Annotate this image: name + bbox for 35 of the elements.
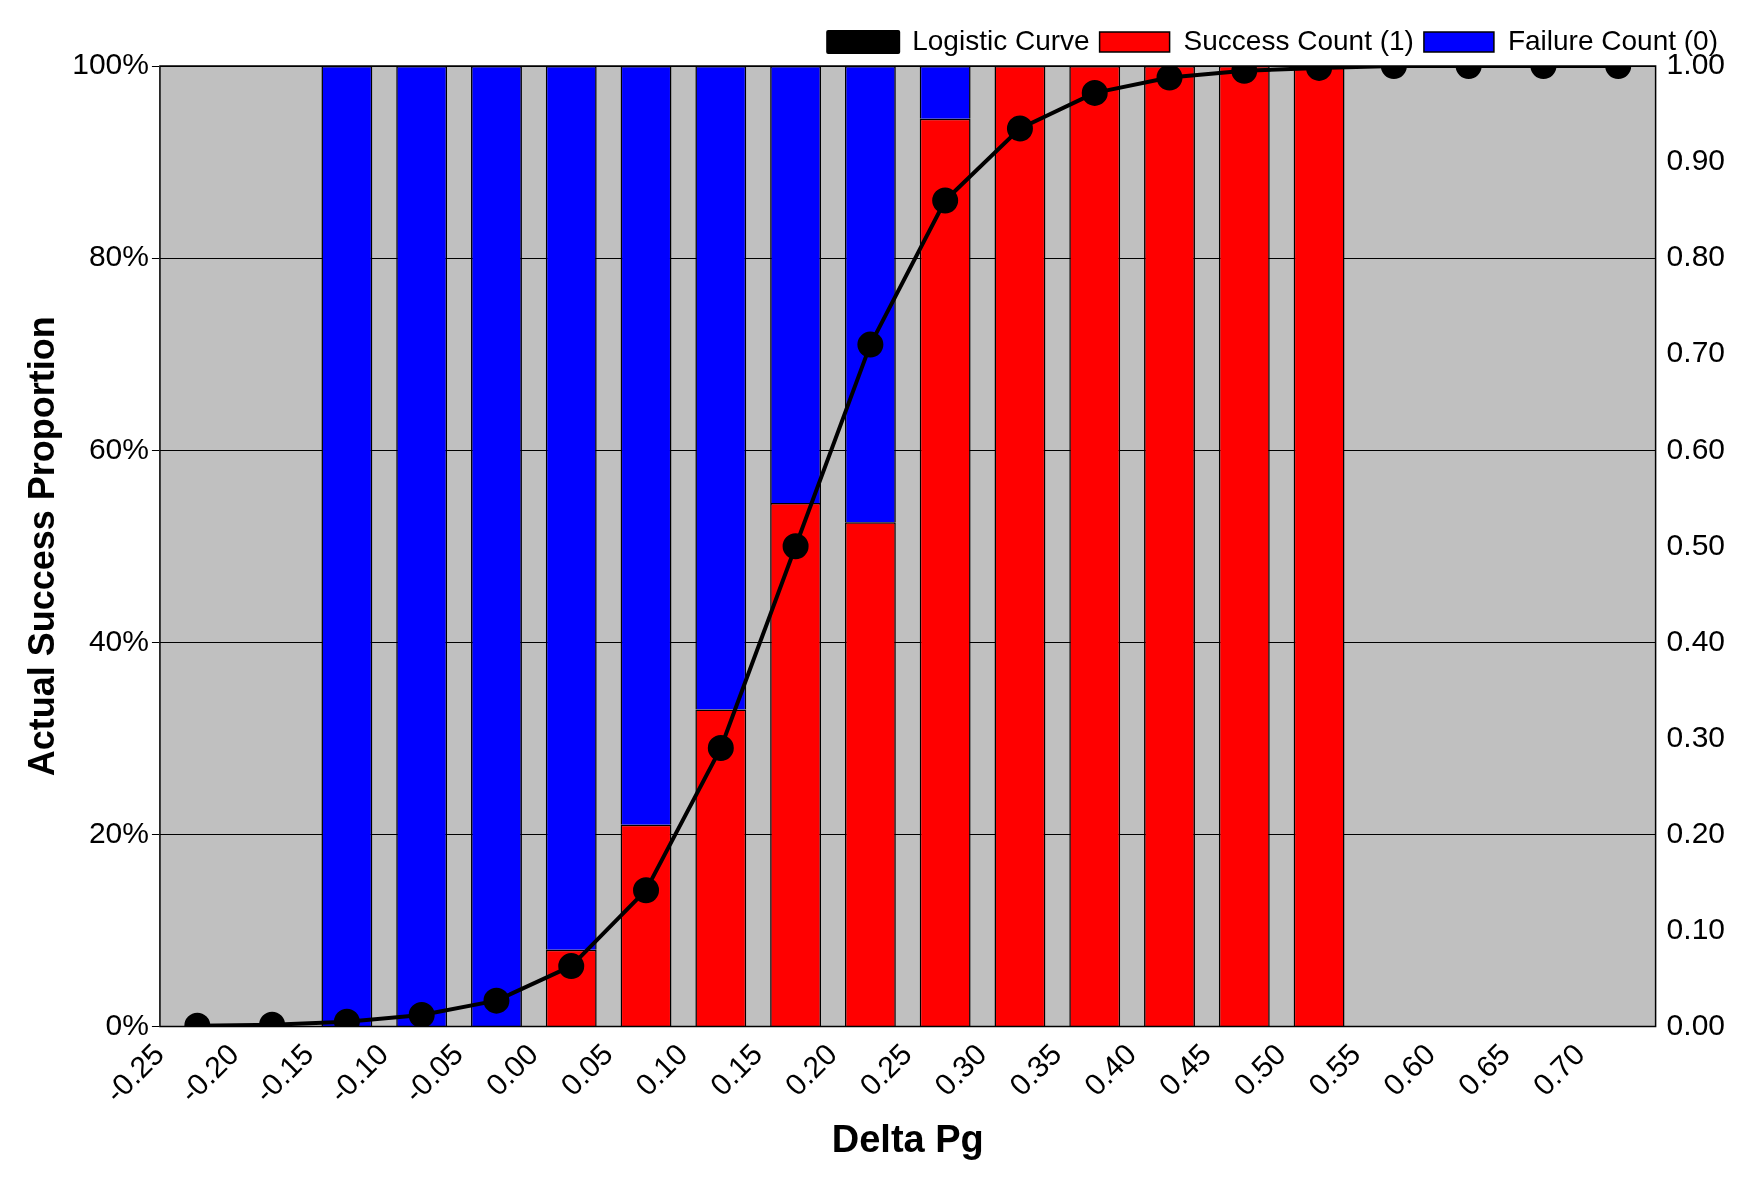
x-tick-label: 0.20 (778, 1037, 844, 1102)
x-tick-label: 0.45 (1152, 1037, 1217, 1102)
y2-tick-label: 0.30 (1666, 719, 1725, 753)
x-tick-label: 0.00 (479, 1037, 544, 1102)
y2-tick-label: 0.80 (1666, 239, 1725, 273)
y2-tick-label: 0.20 (1666, 815, 1725, 849)
x-tick-label: 0.25 (853, 1037, 918, 1102)
y2-tick-label: 0.00 (1666, 1007, 1725, 1041)
x-axis-title: Delta Pg (831, 1117, 984, 1160)
y2-tick-label: 0.70 (1666, 335, 1725, 369)
x-tick-label: 0.50 (1227, 1037, 1292, 1102)
x-tick-label: 0.65 (1451, 1037, 1517, 1102)
legend-label: Success Count (1) (1183, 24, 1414, 56)
y-tick-label: 100% (72, 47, 149, 81)
y-tick-label: 0% (105, 1007, 149, 1041)
legend-label: Logistic Curve (912, 24, 1090, 56)
x-tick-label: 0.70 (1526, 1037, 1591, 1102)
x-tick-label: 0.40 (1077, 1037, 1143, 1102)
y-tick-label: 20% (88, 815, 149, 849)
y-tick-label: 80% (88, 239, 149, 273)
x-tick-label: 0.55 (1301, 1037, 1367, 1102)
y2-tick-label: 0.60 (1666, 431, 1725, 465)
x-tick-label: 0.15 (703, 1037, 769, 1102)
y2-tick-label: 0.50 (1666, 527, 1725, 561)
x-tick-label: 0.35 (1002, 1037, 1068, 1102)
x-tick-label: 0.60 (1376, 1037, 1442, 1102)
x-tick-label: 0.05 (554, 1037, 619, 1102)
y-tick-label: 60% (88, 431, 149, 465)
y2-tick-label: 0.40 (1666, 623, 1725, 657)
y2-tick-label: 0.10 (1666, 911, 1725, 945)
x-tick-label: 0.30 (928, 1037, 993, 1102)
x-tick-label: 0.10 (628, 1037, 694, 1102)
y2-tick-label: 0.90 (1666, 143, 1725, 177)
y-tick-label: 40% (88, 623, 149, 657)
y-axis-title: Actual Success Proportion (20, 316, 62, 777)
